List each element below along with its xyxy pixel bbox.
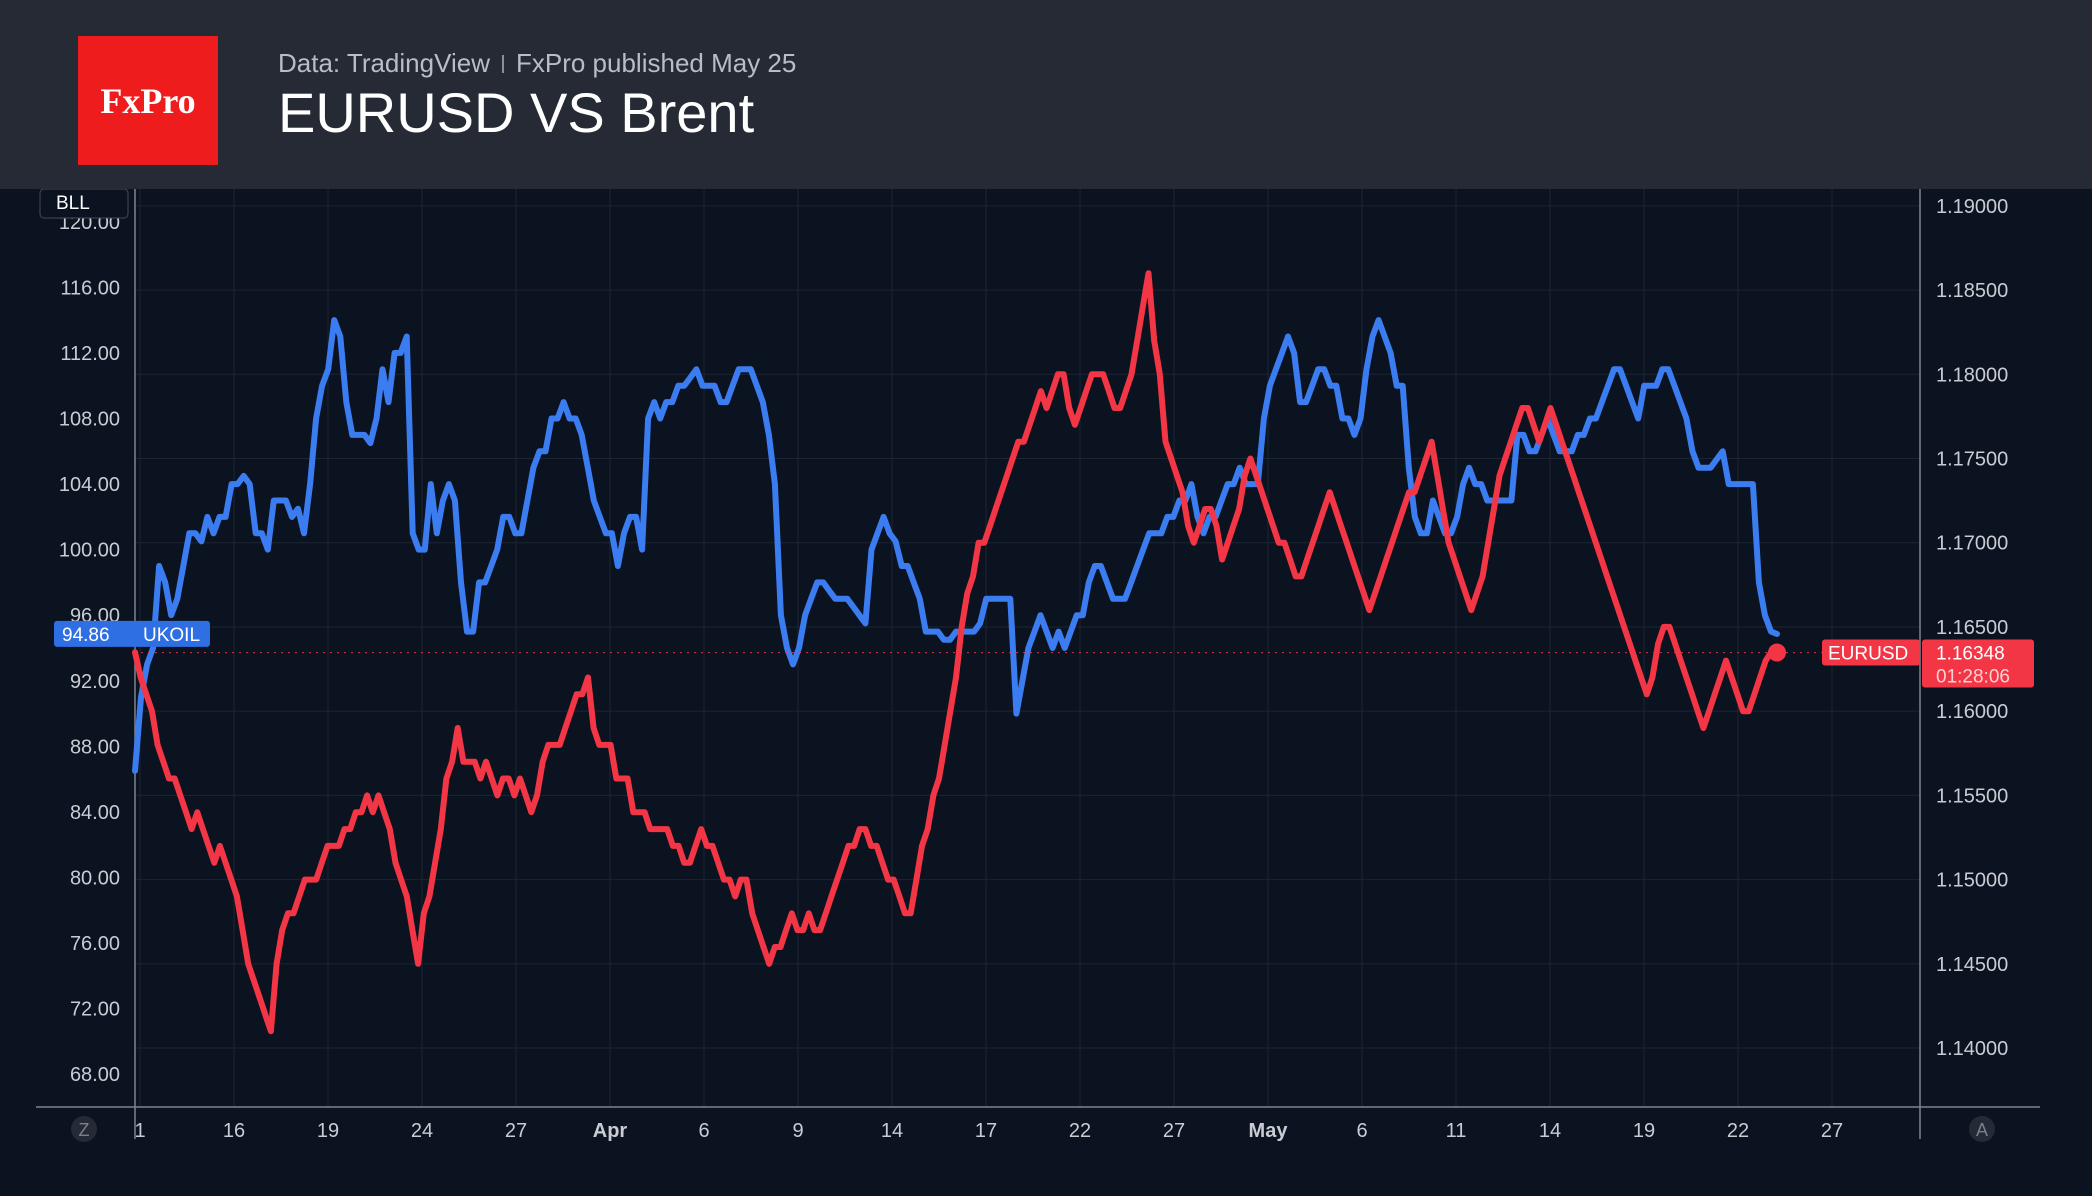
eurusd-line — [132, 270, 1780, 1035]
right-tick-label: 1.15500 — [1936, 785, 2008, 807]
chart-meta: Data: TradingView FxPro published May 25 — [278, 48, 796, 79]
left-tick-label: 88.00 — [70, 736, 120, 758]
x-tick-label: May — [1249, 1120, 1289, 1142]
x-tick-label: 14 — [881, 1120, 903, 1142]
left-tick-label: 104.00 — [59, 474, 120, 496]
chart-background — [0, 189, 2092, 1196]
x-tick-label: 14 — [1539, 1120, 1561, 1142]
left-tick-label: 92.00 — [70, 671, 120, 693]
x-tick-label: 6 — [1356, 1120, 1367, 1142]
x-tick-label: 17 — [975, 1120, 997, 1142]
x-tick-label: 19 — [317, 1120, 339, 1142]
right-tick-label: 1.17000 — [1936, 533, 2008, 555]
x-axis-ticks: 1 16 19 24 27 Apr 6 9 14 17 22 27 May 6 11 14 19 22 27 — [134, 1120, 1843, 1142]
eurusd-countdown: 01:28:06 — [1936, 667, 2010, 688]
ukoil-name: UKOIL — [143, 625, 200, 646]
x-tick-label: 27 — [1163, 1120, 1185, 1142]
left-tick-label: 80.00 — [70, 868, 120, 890]
eurusd-value: 1.16348 — [1936, 644, 2005, 665]
chart-title: EURUSD VS Brent — [278, 81, 755, 144]
overlays — [134, 643, 1920, 662]
left-tick-label: 84.00 — [70, 802, 120, 824]
right-tick-label: 1.14500 — [1936, 954, 2008, 976]
data-source: Data: TradingView — [278, 48, 490, 78]
zoom-button[interactable] — [71, 1116, 97, 1142]
grid — [134, 189, 1920, 1107]
x-tick-label: 6 — [698, 1120, 709, 1142]
left-tick-label: 76.00 — [70, 933, 120, 955]
left-tick-label: 68.00 — [70, 1064, 120, 1086]
left-tick-label: 116.00 — [60, 277, 120, 299]
eurusd-last-point — [1768, 643, 1786, 662]
ukoil-line — [132, 317, 1780, 774]
left-tick-label: 108.00 — [59, 409, 120, 431]
left-axis-label: BLL — [56, 193, 90, 214]
x-tick-label: 11 — [1446, 1120, 1467, 1142]
x-tick-label: 27 — [1821, 1120, 1843, 1142]
right-tick-label: 1.16500 — [1936, 617, 2008, 639]
x-tick-label: 22 — [1069, 1120, 1091, 1142]
eurusd-name: EURUSD — [1828, 644, 1908, 665]
right-tick-label: 1.18000 — [1936, 364, 2008, 386]
right-tick-label: 1.17500 — [1936, 449, 2008, 471]
right-tick-label: 1.14000 — [1936, 1038, 2008, 1060]
eurusd-name-bg — [1822, 639, 1920, 666]
meta-separator — [501, 54, 504, 73]
line-chart: 68.0072.0076.0080.0084.0088.0092.0096.00… — [0, 189, 2092, 1196]
x-tick-label: 27 — [505, 1120, 527, 1142]
right-tick-label: 1.19000 — [1936, 196, 2008, 218]
eurusd-value-bg — [1922, 639, 2034, 688]
eurusd-badge: EURUSD 1.16348 01:28:06 — [1822, 639, 2034, 688]
x-tick-label: 1 — [134, 1120, 145, 1142]
chart-header: FxPro Data: TradingView FxPro published … — [0, 0, 2092, 189]
zoom-button-label: Z — [79, 1120, 90, 1140]
ukoil-value: 94.86 — [62, 625, 110, 646]
right-axis-ticks: 1.14000 1.14500 1.15000 1.15500 1.16000 1.165… — [1936, 196, 2008, 1060]
ukoil-badge-bg — [54, 620, 210, 647]
x-tick-label: 22 — [1727, 1120, 1749, 1142]
auto-scale-button-label: A — [1976, 1120, 1988, 1140]
series — [132, 270, 1780, 1035]
left-axis-ticks: 68.0072.0076.0080.0084.0088.0092.0096.00… — [59, 212, 120, 1086]
left-axis-label-box — [39, 189, 129, 219]
right-tick-label: 1.18500 — [1936, 280, 2008, 302]
left-tick-label: 100.00 — [59, 540, 120, 562]
x-tick-label: 19 — [1633, 1120, 1655, 1142]
x-tick-label: 24 — [411, 1120, 433, 1142]
published-date: FxPro published May 25 — [515, 48, 797, 78]
right-tick-label: 1.16000 — [1936, 701, 2008, 723]
auto-scale-button[interactable] — [1969, 1116, 1995, 1142]
left-tick-label: 112.00 — [60, 343, 120, 365]
x-tick-label: Apr — [593, 1120, 628, 1142]
left-tick-label: 72.00 — [70, 999, 120, 1021]
x-tick-label: 16 — [223, 1120, 245, 1142]
ukoil-badge: 94.86 UKOIL — [54, 620, 210, 647]
fxpro-logo: FxPro — [78, 36, 218, 165]
right-tick-label: 1.15000 — [1936, 870, 2008, 892]
x-tick-label: 9 — [792, 1120, 803, 1142]
